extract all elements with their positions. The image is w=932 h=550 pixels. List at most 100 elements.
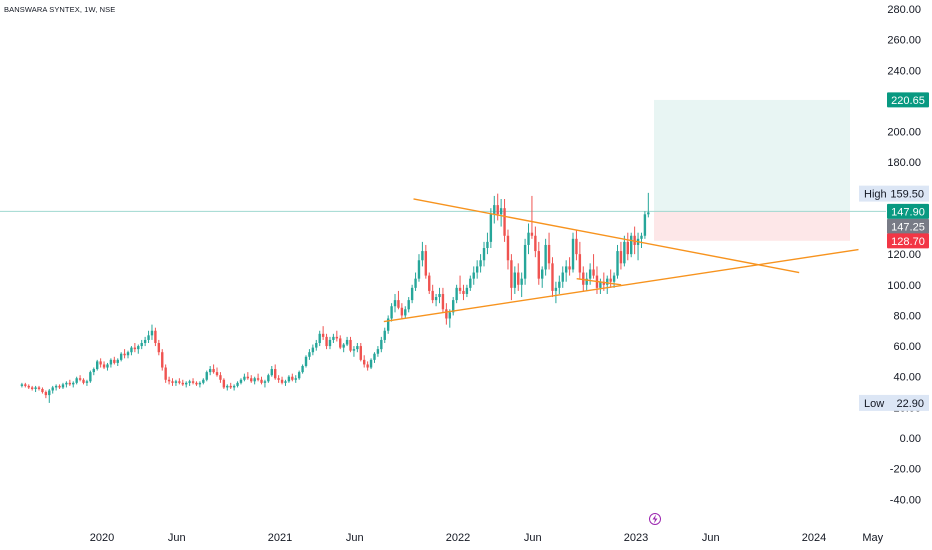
candle-body <box>185 382 188 385</box>
candle-body <box>335 336 339 339</box>
candle-body <box>472 272 475 279</box>
candle-body <box>602 281 606 285</box>
candle-body <box>239 379 243 383</box>
candle-body <box>588 269 592 279</box>
candle-body <box>421 251 424 261</box>
candle-body <box>308 352 311 357</box>
candle-body <box>311 347 315 353</box>
candle-body <box>318 333 321 344</box>
candle-body <box>161 352 164 368</box>
candle-body <box>246 376 250 379</box>
candle-body <box>212 369 215 373</box>
candle-body <box>475 266 479 273</box>
price-tag-entry <box>887 203 929 219</box>
y-tick-label: -40.00 <box>890 494 921 506</box>
candle-body <box>339 338 342 348</box>
candle-body <box>352 349 356 351</box>
trendline-lower <box>383 248 859 323</box>
candle-body <box>482 248 486 261</box>
candle-body <box>564 266 568 273</box>
candle-body <box>486 241 489 249</box>
candle-body <box>99 361 102 365</box>
candle-body <box>51 387 54 391</box>
price-tags: 220.65 147.90 147.25 128.70 High 159.50 Low 22.… <box>859 92 929 411</box>
candle-body <box>109 359 113 365</box>
candle-body <box>72 382 75 385</box>
candle-body <box>554 287 558 291</box>
candle-body <box>626 241 629 255</box>
candle-body <box>448 312 451 319</box>
x-tick-label: 2021 <box>268 532 292 544</box>
candle-body <box>537 251 540 279</box>
candle-body <box>407 300 410 310</box>
candle-body <box>558 281 561 288</box>
candle-body <box>356 346 359 350</box>
y-tick-label: 40.00 <box>893 372 921 384</box>
candle-body <box>89 372 92 382</box>
candle-body <box>493 205 496 215</box>
candle-body <box>585 278 588 285</box>
candle-body <box>616 251 619 276</box>
candle-body <box>630 235 633 255</box>
candle-body <box>643 214 647 236</box>
candle-body <box>452 300 455 313</box>
y-tick-label: 100.00 <box>887 280 921 292</box>
price-tag-target <box>887 92 929 108</box>
candle-body <box>400 307 404 316</box>
candle-body <box>469 278 472 288</box>
candle-body <box>489 214 493 242</box>
candle-body <box>280 379 284 383</box>
y-tick-label: 180.00 <box>887 157 921 169</box>
candle-body <box>270 369 273 376</box>
candle-body <box>434 297 438 301</box>
candle-body <box>345 339 349 345</box>
candle-body <box>106 364 109 368</box>
candle-body <box>376 349 380 354</box>
x-tick-label: 2024 <box>802 532 826 544</box>
candle-body <box>328 339 332 347</box>
y-tick-label: 260.00 <box>887 35 921 47</box>
candle-body <box>41 388 44 393</box>
candle-body <box>263 381 267 383</box>
candle-body <box>147 335 150 340</box>
candle-body <box>513 272 517 288</box>
low-marker-box <box>859 394 929 411</box>
lightning-glyph <box>652 514 658 524</box>
candle-body <box>544 244 547 270</box>
candle-body <box>171 381 174 383</box>
candle-body <box>499 208 503 215</box>
x-tick-label: Jun <box>524 532 542 544</box>
candle-body <box>304 356 308 366</box>
y-tick-label: 0.00 <box>900 433 921 445</box>
candle-body <box>126 352 130 356</box>
candle-body <box>510 260 513 288</box>
candle-body <box>54 385 58 388</box>
candle-body <box>20 384 24 386</box>
candle-body <box>274 369 277 379</box>
event-marker[interactable] <box>649 513 661 525</box>
candle-body <box>623 241 626 264</box>
low-marker-label: Low <box>864 398 884 410</box>
candle-body <box>232 385 236 388</box>
candle-body <box>202 379 205 383</box>
candle-body <box>167 379 171 382</box>
candle-body <box>65 382 68 385</box>
candle-body <box>366 364 369 368</box>
candle-body <box>479 260 482 267</box>
price-tag-label: 147.90 <box>891 206 925 218</box>
candle-body <box>157 343 161 353</box>
candle-body <box>380 339 383 350</box>
candle-body <box>561 272 564 282</box>
candle-body <box>551 263 554 291</box>
candle-body <box>619 251 623 264</box>
candles <box>20 192 650 403</box>
trendline-upper <box>413 198 800 274</box>
candle-body <box>373 353 376 360</box>
candle-body <box>397 300 400 308</box>
candle-body <box>82 379 85 383</box>
y-tick-label: 120.00 <box>887 249 921 261</box>
candle-body <box>119 353 123 360</box>
candle-body <box>369 359 373 368</box>
high-marker-value: 159.50 <box>890 189 924 201</box>
